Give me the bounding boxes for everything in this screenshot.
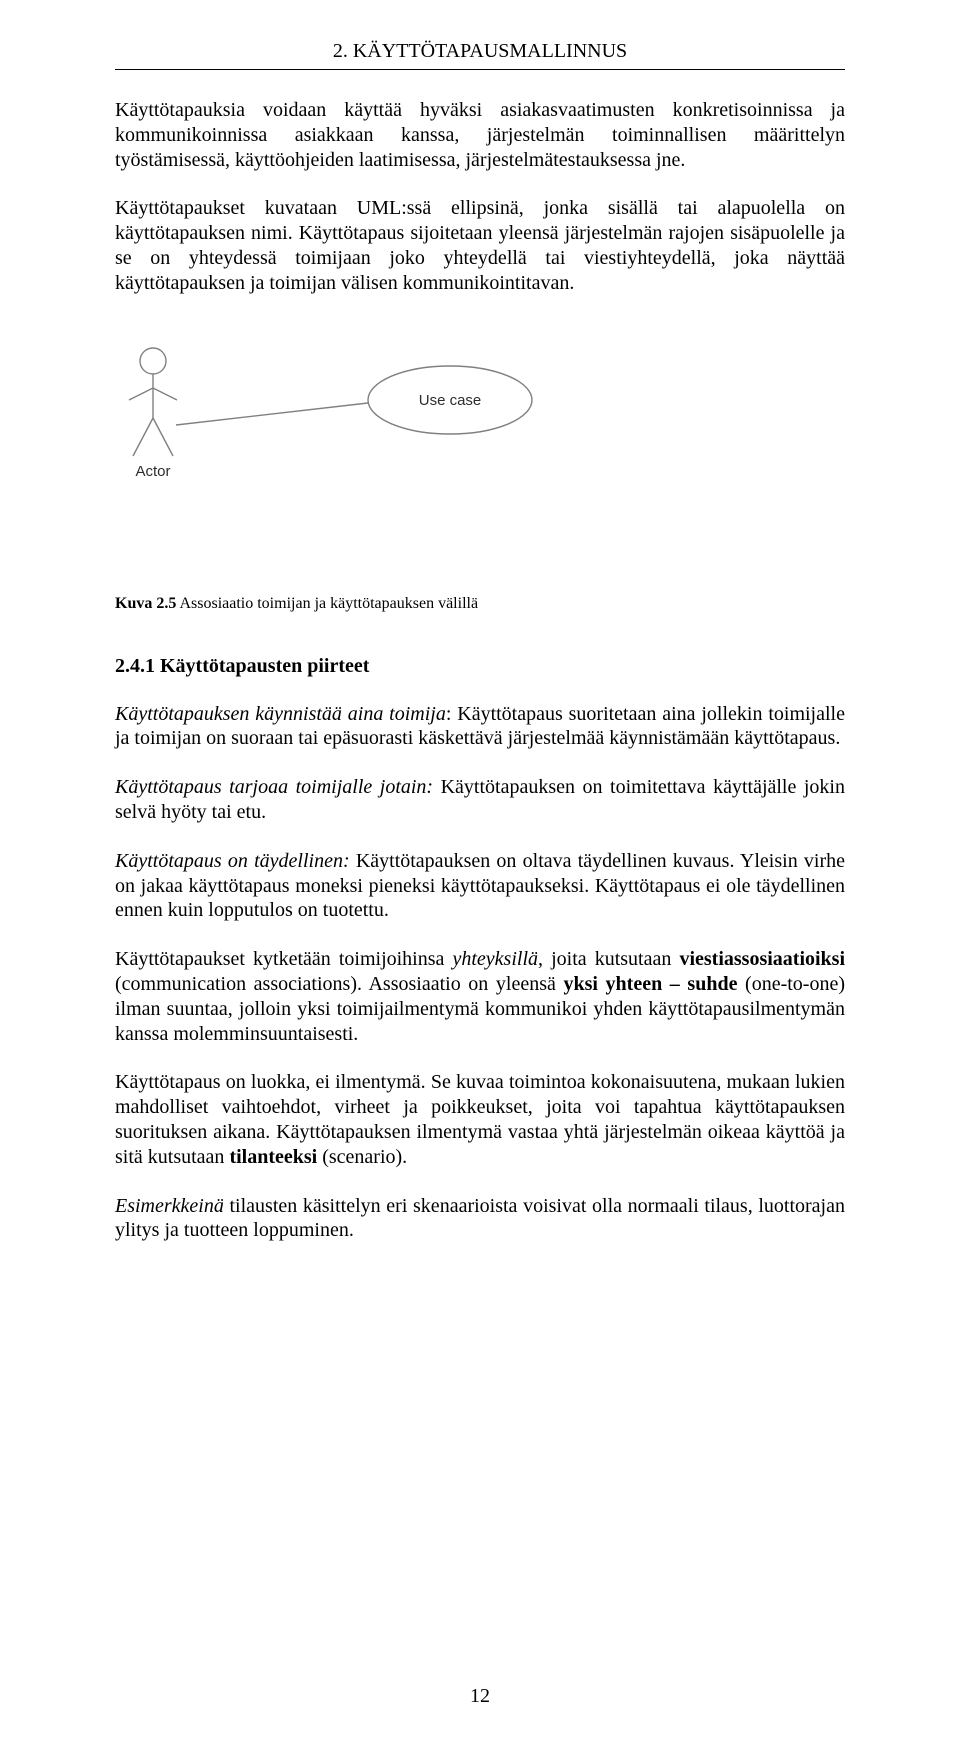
body-para-4-c: (communication associations). Assosiaati… bbox=[115, 973, 563, 995]
page-number: 12 bbox=[0, 1685, 960, 1708]
association-line bbox=[176, 403, 368, 425]
figure-caption-text: Assosiaatio toimijan ja käyttötapauksen … bbox=[176, 595, 478, 612]
section-title: 2. KÄYTTÖTAPAUSMALLINNUS bbox=[115, 40, 845, 70]
body-para-4-a: Käyttötapaukset kytketään toimijoihinsa bbox=[115, 948, 452, 970]
body-para-5-a: Käyttötapaus on luokka, ei ilmentymä. Se… bbox=[115, 1071, 845, 1167]
actor-icon bbox=[129, 348, 177, 456]
body-para-6-rest: tilausten käsittelyn eri skenaarioista v… bbox=[115, 1195, 845, 1242]
body-para-3-lead: Käyttötapaus on täydellinen: bbox=[115, 850, 350, 872]
body-para-6: Esimerkkeinä tilausten käsittelyn eri sk… bbox=[115, 1194, 845, 1244]
subheading: 2.4.1 Käyttötapausten piirteet bbox=[115, 655, 845, 678]
body-para-4-bold1: viestiassosiaatioiksi bbox=[679, 948, 845, 970]
body-para-5: Käyttötapaus on luokka, ei ilmentymä. Se… bbox=[115, 1070, 845, 1169]
body-para-1-lead: Käyttötapauksen käynnistää aina toimija bbox=[115, 703, 446, 725]
body-para-4-b: , joita kutsutaan bbox=[538, 948, 679, 970]
body-para-4: Käyttötapaukset kytketään toimijoihinsa … bbox=[115, 947, 845, 1046]
usecase-diagram-svg: Actor Use case bbox=[115, 330, 545, 540]
body-para-6-lead: Esimerkkeinä bbox=[115, 1195, 224, 1217]
body-para-1: Käyttötapauksen käynnistää aina toimija:… bbox=[115, 702, 845, 752]
body-para-5-bold: tilanteeksi bbox=[229, 1146, 317, 1168]
body-para-5-b: (scenario). bbox=[317, 1146, 407, 1168]
usecase-label: Use case bbox=[419, 392, 482, 409]
body-para-2: Käyttötapaus tarjoaa toimijalle jotain: … bbox=[115, 775, 845, 825]
body-para-3: Käyttötapaus on täydellinen: Käyttötapau… bbox=[115, 849, 845, 923]
body-para-2-lead: Käyttötapaus tarjoaa toimijalle jotain: bbox=[115, 776, 433, 798]
figure-caption-number: Kuva 2.5 bbox=[115, 595, 176, 612]
paragraph-intro-2: Käyttötapaukset kuvataan UML:ssä ellipsi… bbox=[115, 196, 845, 295]
page: 2. KÄYTTÖTAPAUSMALLINNUS Käyttötapauksia… bbox=[0, 0, 960, 1738]
actor-label: Actor bbox=[135, 463, 170, 480]
paragraph-intro-1: Käyttötapauksia voidaan käyttää hyväksi … bbox=[115, 98, 845, 172]
body-para-4-i1: yhteyksillä bbox=[452, 948, 538, 970]
figure-caption: Kuva 2.5 Assosiaatio toimijan ja käyttöt… bbox=[115, 595, 845, 613]
usecase-diagram: Actor Use case bbox=[115, 320, 845, 545]
body-para-4-bold2: yksi yhteen – suhde bbox=[563, 973, 737, 995]
